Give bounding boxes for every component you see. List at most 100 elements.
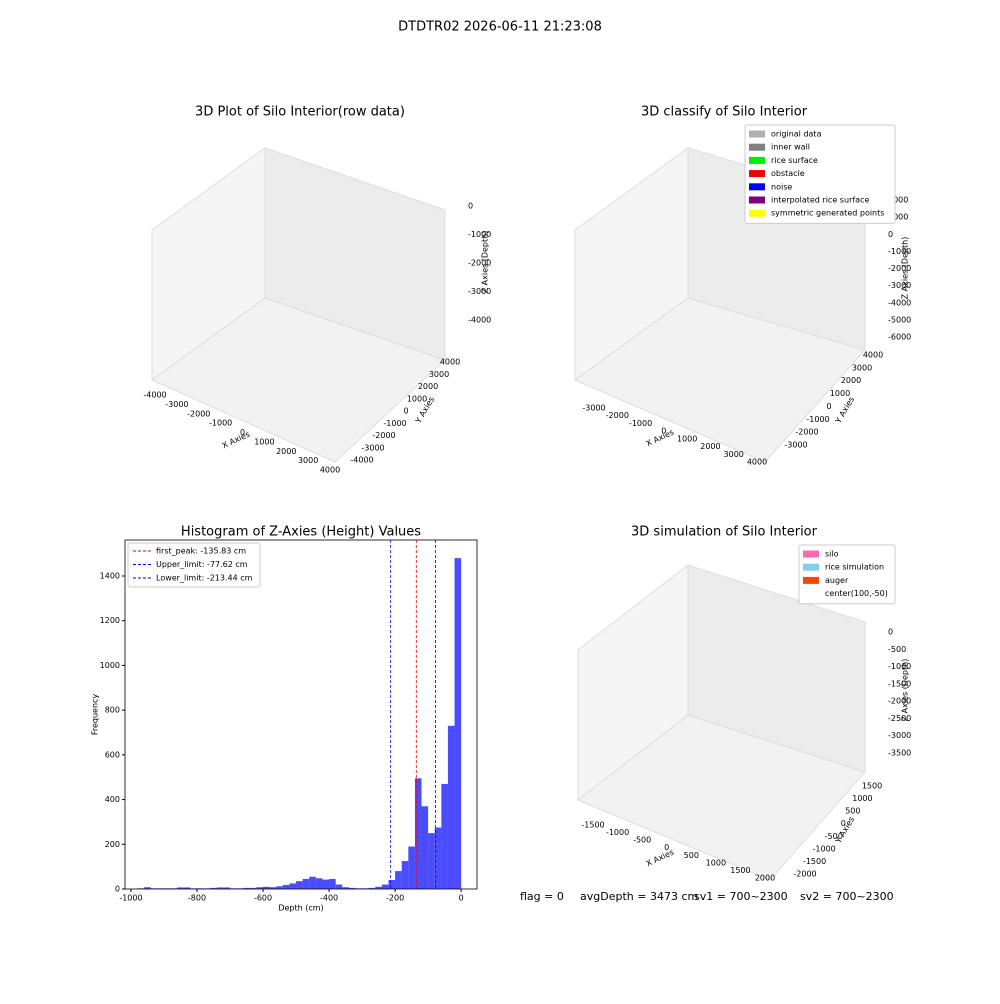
y-tick-label: -2000 xyxy=(372,431,395,440)
bar xyxy=(414,778,422,889)
x-tick-label: 0 xyxy=(661,427,666,436)
charts: 3D Plot of Silo Interior(row data)-4000-… xyxy=(91,105,912,913)
chart-title: 3D simulation of Silo Interior xyxy=(631,525,818,540)
bar xyxy=(276,886,283,889)
x-tick-label: -600 xyxy=(254,894,272,903)
z-tick-label: -1500 xyxy=(888,679,911,688)
x-tick-label: 0 xyxy=(664,843,669,852)
legend-label: symmetric generated points xyxy=(771,209,884,218)
bar xyxy=(216,887,224,889)
legend-label: obstacle xyxy=(771,169,805,178)
legend-swatch xyxy=(749,196,765,204)
y-tick-label: -3000 xyxy=(361,443,384,452)
bar xyxy=(454,558,462,889)
bar xyxy=(395,871,402,889)
y-tick-label: 0 xyxy=(115,885,120,894)
footer-text: sv1 = 700~2300 xyxy=(694,890,788,903)
y-tick-label: -1500 xyxy=(803,857,826,866)
figure-title: DTDTR02 2026-06-11 21:23:08 xyxy=(398,20,602,35)
x-tick-label: -1000 xyxy=(119,894,142,903)
x-tick-label: -1000 xyxy=(606,828,629,837)
bar xyxy=(223,887,231,889)
legend-label: rice surface xyxy=(771,156,818,165)
z-tick-label: -2000 xyxy=(468,259,491,268)
x-tick-label: 2000 xyxy=(700,442,720,451)
bar xyxy=(315,878,323,889)
bar xyxy=(447,725,455,889)
x-tick-label: 0 xyxy=(459,894,464,903)
legend-label: rice simulation xyxy=(825,563,884,572)
legend-label: interpolated rice surface xyxy=(771,196,869,205)
legend-label: first_peak: -135.83 cm xyxy=(156,547,246,556)
legend-swatch xyxy=(803,550,819,558)
z-tick-label: -2500 xyxy=(888,714,911,723)
legend-swatch xyxy=(749,170,765,178)
legend-label: noise xyxy=(771,182,792,191)
x-tick-label: -1500 xyxy=(581,821,604,830)
legend-swatch xyxy=(749,209,765,217)
chart-title: Histogram of Z-Axies (Height) Values xyxy=(181,525,421,540)
x-tick-label: 3000 xyxy=(298,456,318,465)
bar xyxy=(381,884,389,889)
z-tick-label: -6000 xyxy=(888,333,911,342)
x-tick-label: -3000 xyxy=(165,400,188,409)
y-tick-label: 3000 xyxy=(429,370,449,379)
y-tick-label: -1000 xyxy=(806,415,829,424)
y-tick-label: -1000 xyxy=(383,419,406,428)
y-tick-label: -3000 xyxy=(784,441,807,450)
legend-box xyxy=(744,124,896,224)
z-tick-label: -2000 xyxy=(888,264,911,273)
legend-box xyxy=(798,544,896,605)
legend-swatch xyxy=(749,183,765,191)
y-tick-label: 1000 xyxy=(407,394,427,403)
legend-label: inner wall xyxy=(771,143,810,152)
y-tick-label: -2000 xyxy=(793,870,816,879)
x-tick-label: -500 xyxy=(633,836,651,845)
bar xyxy=(322,879,330,889)
bar xyxy=(368,887,376,889)
x-tick-label: 1500 xyxy=(730,866,750,875)
pane-back xyxy=(687,564,866,773)
z-tick-label: 0 xyxy=(468,202,473,211)
x-tick-label: 1000 xyxy=(677,434,697,443)
legend-box xyxy=(127,542,261,588)
z-tick-label: 1000 xyxy=(888,213,908,222)
legend-swatch xyxy=(749,156,765,164)
x-axis-label: Depth (cm) xyxy=(278,904,323,913)
y-tick-label: 800 xyxy=(105,706,120,715)
bar xyxy=(441,783,448,889)
footer-text: sv2 = 700~2300 xyxy=(800,890,894,903)
x-tick-label: -1000 xyxy=(629,419,652,428)
y-tick-label: 1000 xyxy=(852,794,872,803)
bar xyxy=(269,887,277,889)
z-tick-label: -3000 xyxy=(888,281,911,290)
z-tick-label: -3500 xyxy=(888,749,911,758)
legend-swatch xyxy=(803,563,819,571)
x-tick-label: -800 xyxy=(188,894,206,903)
chart-title: 3D Plot of Silo Interior(row data) xyxy=(195,105,405,120)
x-tick-label: 4000 xyxy=(320,466,340,475)
y-tick-label: 2000 xyxy=(841,376,861,385)
y-tick-label: 200 xyxy=(105,840,120,849)
bar xyxy=(177,887,184,889)
bar xyxy=(210,887,217,889)
legend-label: center(100,-50) xyxy=(825,589,888,598)
axes-frame xyxy=(124,539,478,890)
z-tick-label: -2000 xyxy=(888,697,911,706)
y-tick-label: -2000 xyxy=(795,428,818,437)
y-tick-label: 1000 xyxy=(100,661,120,670)
footer-text: avgDepth = 3473 cm xyxy=(580,890,698,903)
legend-swatch xyxy=(803,576,819,584)
legend-label: silo xyxy=(825,550,839,559)
x-tick-label: -200 xyxy=(386,894,404,903)
pane-back xyxy=(264,147,446,361)
y-tick-label: 1500 xyxy=(862,782,882,791)
x-tick-label: 4000 xyxy=(747,458,767,467)
legend-label: Upper_limit: -77.62 cm xyxy=(156,560,248,569)
chart-title: 3D classify of Silo Interior xyxy=(641,105,808,120)
bar xyxy=(243,887,250,889)
z-axis-label: Z Axies (Depth) xyxy=(481,231,490,294)
y-tick-label: 4000 xyxy=(440,358,460,367)
